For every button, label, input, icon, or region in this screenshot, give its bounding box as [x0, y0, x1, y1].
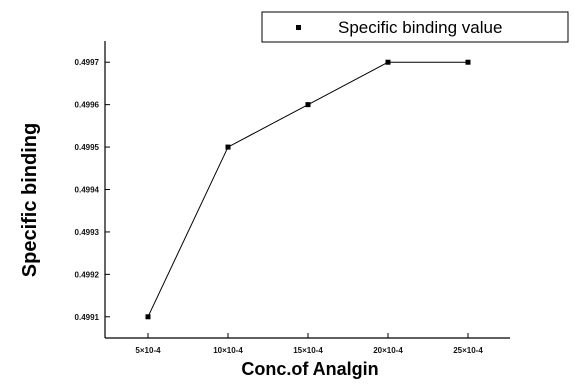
axes	[104, 41, 510, 339]
y-tick-label: 0.4995	[75, 143, 100, 152]
y-tick-label: 0.4996	[75, 101, 100, 110]
data-point	[145, 314, 151, 320]
y-tick-label: 0.4992	[75, 270, 100, 279]
x-ticks: 5×10-4 10×10-4 15×10-4 20×10-4 25×10-4	[135, 333, 483, 355]
x-tick-label: 5×10-4	[135, 346, 161, 355]
series-line	[147, 61, 468, 317]
x-tick-label: 15×10-4	[293, 346, 323, 355]
y-tick-label: 0.4994	[75, 186, 100, 195]
x-tick-label: 20×10-4	[373, 346, 403, 355]
legend-box	[261, 11, 569, 43]
y-axis-title: Specific binding	[19, 123, 41, 277]
data-point	[305, 102, 311, 108]
x-tick-label: 10×10-4	[213, 346, 243, 355]
x-tick-label: 25×10-4	[453, 346, 483, 355]
y-tick-label: 0.4997	[75, 58, 100, 67]
y-ticks: 0.4991 0.4992 0.4993 0.4994 0.4995 0.4996 0.49…	[75, 58, 110, 322]
y-tick-label: 0.4993	[75, 228, 100, 237]
x-axis-title: Conc.of Analgin	[241, 359, 378, 379]
legend-marker	[296, 25, 301, 30]
data-point	[225, 144, 231, 150]
series-layer	[145, 59, 471, 320]
legend: Specific binding value	[261, 11, 569, 43]
data-point	[465, 59, 471, 65]
y-tick-label: 0.4991	[75, 313, 100, 322]
data-point	[385, 59, 391, 65]
legend-label: Specific binding value	[338, 18, 502, 37]
